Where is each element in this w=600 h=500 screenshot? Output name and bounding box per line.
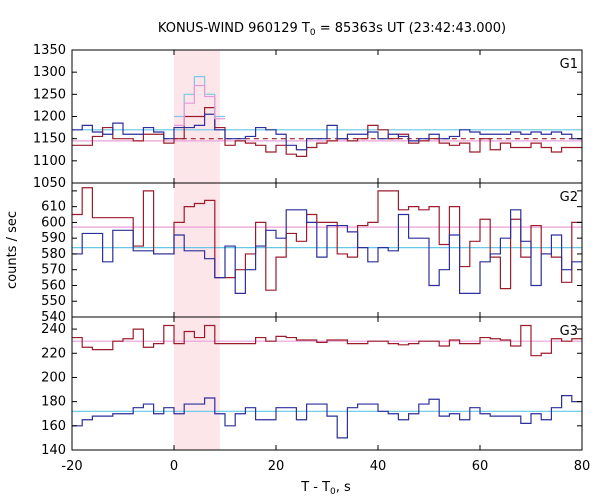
panel-g1-ytick-label: 1200 [33, 110, 66, 125]
panel-g3-frame [71, 316, 583, 451]
chart-title: KONUS-WIND 960129 T0 = 85363s UT (23:42:… [158, 21, 506, 38]
x-axis-title-subscript: 0 [330, 487, 336, 497]
panel-g1-ytick-label: 1350 [33, 43, 66, 58]
panel-g1-series-0 [72, 107, 582, 157]
panel-g2-ytick-label: 570 [41, 263, 66, 278]
panel-g1-ytick-label: 1050 [33, 176, 66, 191]
panel-g1-ytick-label: 1150 [33, 132, 66, 147]
y-axis-title: counts / sec [5, 211, 20, 289]
x-tick-label: 40 [370, 459, 387, 474]
panel-g2-ytick-label: 560 [41, 278, 66, 293]
panel-g2-ytick-label: 590 [41, 231, 66, 246]
x-axis-title: T - T0, s [300, 480, 351, 497]
panel-g3-label: G3 [560, 324, 578, 339]
panel-g1-frame [71, 49, 583, 184]
panel-g2-ytick-label: 610 [41, 200, 66, 215]
chart-title-rest: = 85363s UT (23:42:43.000) [316, 21, 506, 36]
highlight-band [174, 50, 220, 450]
panel-g1-series-1 [72, 113, 582, 151]
panel-g1-ytick-label: 1100 [33, 154, 66, 169]
panel-g1-ytick-label: 1250 [33, 87, 66, 102]
panel-g2-label: G2 [560, 190, 578, 205]
panel-g3-ytick-label: 200 [41, 370, 66, 385]
panel-g3-ytick-label: 160 [41, 419, 66, 434]
panel-g3-series-0 [72, 324, 582, 357]
panel-g1-ytick-label: 1300 [33, 65, 66, 80]
panel-g2-ytick-label: 550 [41, 294, 66, 309]
panel-g1-series-3 [174, 84, 225, 126]
panel-g3-series-1 [72, 394, 582, 439]
panel-g3-ytick-label: 220 [41, 346, 66, 361]
panel-g2-ytick-label: 600 [41, 215, 66, 230]
plot-area: 1050110011501200125013001350G15405505605… [33, 43, 590, 474]
panel-g1-label: G1 [560, 57, 578, 72]
x-tick-label: -20 [61, 459, 82, 474]
x-tick-label: 60 [472, 459, 489, 474]
panel-g3-ytick-label: 180 [41, 395, 66, 410]
x-axis-title-rest: , s [336, 480, 351, 495]
x-tick-label: 20 [268, 459, 285, 474]
chart-title-subscript: 0 [310, 28, 316, 38]
panel-g3-ytick-label: 240 [41, 322, 66, 337]
panel-g2-ytick-label: 540 [41, 310, 66, 325]
panel-g3-ytick-label: 140 [41, 443, 66, 458]
panel-g2-ytick-label: 580 [41, 247, 66, 262]
panel-g2-series-1 [72, 209, 582, 294]
x-tick-label: 80 [574, 459, 591, 474]
x-tick-label: 0 [170, 459, 178, 474]
